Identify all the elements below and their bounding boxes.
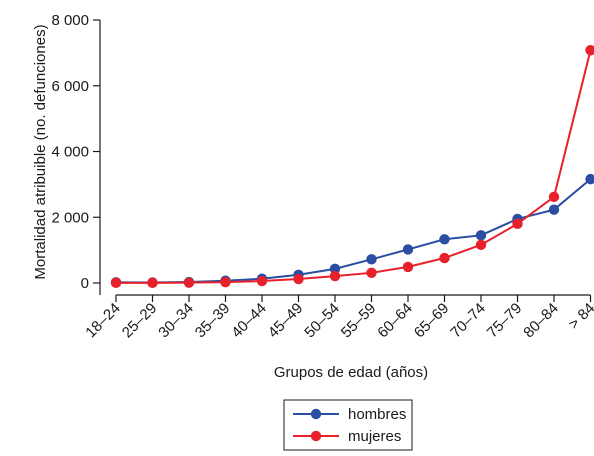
data-point	[512, 218, 523, 230]
x-tick-label: 25–29	[119, 300, 161, 342]
data-point	[402, 261, 414, 273]
legend-box	[283, 399, 413, 451]
data-point	[110, 277, 122, 289]
series-mujeres	[110, 45, 594, 289]
data-point	[439, 252, 450, 264]
x-tick-label: 70–74	[447, 300, 489, 342]
data-point	[256, 275, 268, 287]
x-tick-label: 55–59	[338, 300, 380, 342]
data-point	[220, 276, 231, 288]
x-tick-label: 40–44	[228, 300, 270, 342]
legend: hombres mujeres	[283, 399, 413, 451]
data-point	[293, 273, 304, 285]
data-point	[183, 277, 195, 288]
y-tick-label: 8 000	[51, 12, 89, 29]
x-tick-label: 75–79	[484, 300, 526, 342]
series-layer	[110, 45, 594, 289]
legend-label: mujeres	[348, 428, 401, 445]
data-point	[402, 244, 414, 255]
x-axis: 18–2425–2930–3435–3940–4445–4950–5455–59…	[82, 294, 594, 341]
data-point	[366, 254, 377, 265]
legend-swatch-marker	[310, 408, 322, 420]
data-point	[329, 263, 341, 275]
x-ticks: 18–2425–2930–3435–3940–4445–4950–5455–59…	[82, 295, 594, 341]
data-point	[585, 45, 594, 56]
series-hombres	[110, 173, 594, 288]
series-line	[115, 178, 592, 284]
x-tick-label: 50–54	[301, 300, 343, 342]
data-point	[329, 270, 341, 282]
data-point	[585, 173, 594, 185]
y-ticks: 0 2 000 4 000 6 000 8 000	[51, 12, 100, 292]
x-tick-label: > 84	[565, 300, 594, 333]
x-tick-label: 18–24	[82, 300, 124, 342]
y-axis: 0 2 000 4 000 6 000 8 000	[51, 12, 101, 295]
x-axis-title: Grupos de edad (años)	[274, 364, 428, 381]
data-point	[147, 277, 158, 289]
x-tick-label: 65–69	[411, 300, 453, 342]
x-tick-label: 60–64	[374, 300, 416, 342]
data-point	[548, 191, 560, 203]
legend-label: hombres	[348, 406, 406, 423]
data-point	[475, 230, 487, 241]
y-axis-title: Mortalidad atribuible (no. defunciones)	[32, 24, 49, 279]
x-tick-label: 80–84	[520, 300, 562, 342]
y-tick-label: 2 000	[51, 209, 89, 226]
y-tick-label: 4 000	[51, 144, 89, 161]
y-tick-label: 0	[81, 275, 89, 292]
data-point	[439, 234, 450, 245]
y-tick-label: 6 000	[51, 78, 89, 95]
series-line	[116, 50, 592, 284]
x-tick-label: 30–34	[155, 300, 197, 342]
data-point	[548, 204, 560, 215]
data-point	[366, 267, 377, 279]
x-tick-label: 45–49	[265, 300, 307, 342]
x-tick-label: 35–39	[192, 300, 234, 342]
legend-swatch-marker	[310, 430, 322, 442]
data-point	[475, 239, 487, 251]
